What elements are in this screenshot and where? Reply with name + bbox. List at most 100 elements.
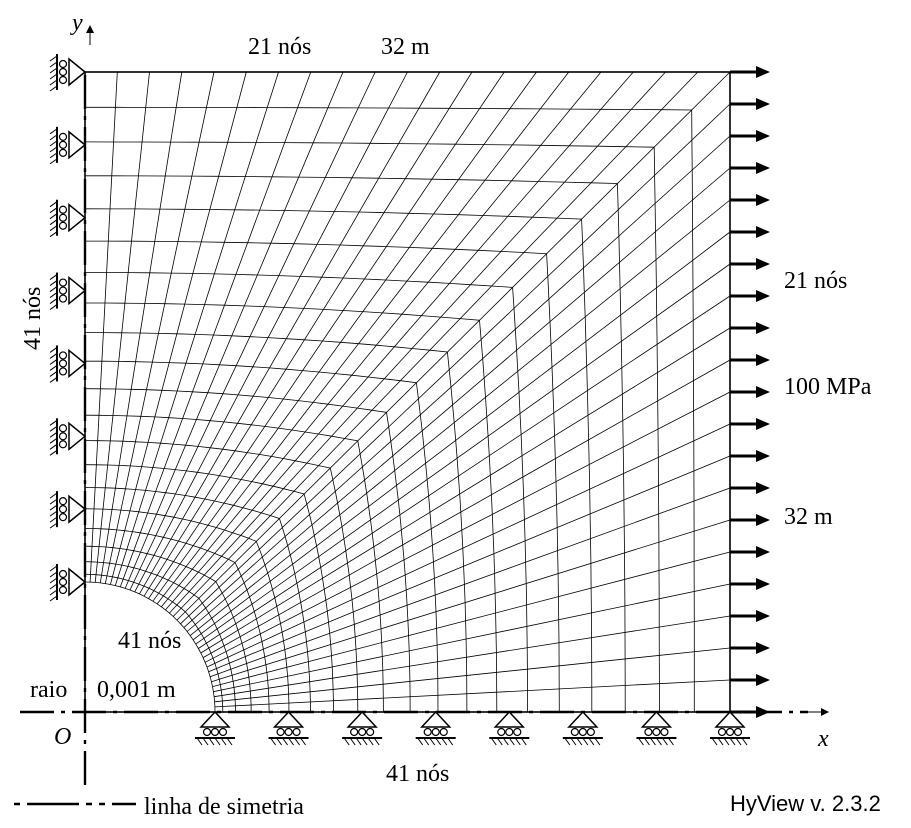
finite-element-mesh <box>84 71 731 713</box>
mesh-ring-line <box>84 581 216 713</box>
mesh-radial-line <box>206 423 731 668</box>
mesh-radial-line <box>124 71 344 589</box>
left-roller-support <box>49 345 87 383</box>
bottom-roller-support <box>710 710 750 746</box>
load-arrow <box>730 322 770 334</box>
mesh-radial-line <box>89 71 118 583</box>
mesh-radial-line <box>99 71 183 583</box>
mesh-radial-line <box>152 71 537 602</box>
mesh-ring-line <box>85 302 498 713</box>
mesh-ring-line <box>84 440 359 713</box>
load-arrow <box>730 258 770 270</box>
mesh-radial-line <box>172 71 699 617</box>
load-arrow <box>730 66 770 78</box>
right-load-label: 100 MPa <box>784 374 872 400</box>
mesh-ring-line <box>85 175 626 712</box>
mesh-radial-line <box>139 71 441 595</box>
top-nodes-label: 21 nós <box>248 34 311 60</box>
mesh-ring-line <box>85 106 695 712</box>
left-roller-support <box>49 491 87 529</box>
mesh-radial-line <box>104 71 215 584</box>
left-roller-support <box>49 418 87 456</box>
mesh-radial-line <box>94 71 150 583</box>
left-roller-support <box>49 126 87 165</box>
mesh-radial-line <box>209 487 731 678</box>
mesh-radial-line <box>213 583 731 693</box>
mesh-radial-line <box>189 199 731 636</box>
mesh-radial-line <box>186 167 731 632</box>
mesh-ring-line <box>85 332 468 713</box>
origin-label: O <box>54 724 71 750</box>
mesh-radial-line <box>180 103 731 625</box>
bottom-nodes-label: 41 nós <box>386 761 449 787</box>
mesh-radial-line <box>204 391 731 663</box>
mesh-ring-line <box>85 360 439 713</box>
bottom-roller-support <box>268 710 309 746</box>
load-arrow <box>730 514 770 526</box>
mesh-ring-line <box>84 508 290 712</box>
mesh-ring-line <box>85 272 528 713</box>
mesh-ring-line <box>84 545 252 713</box>
mesh-ring-line <box>84 561 236 713</box>
mesh-radial-line <box>214 679 731 708</box>
mesh-radial-line <box>176 71 731 621</box>
axis-y-label: y <box>70 10 83 36</box>
mesh-radial-line <box>114 71 279 586</box>
load-arrow <box>730 194 770 206</box>
mesh-ring-line <box>84 464 334 712</box>
mesh-radial-line <box>192 231 731 641</box>
bottom-roller-support <box>489 710 530 746</box>
mesh-radial-line <box>169 71 666 614</box>
mesh-radial-line <box>208 455 731 673</box>
mesh-radial-line <box>161 71 602 608</box>
mesh-ring-line <box>85 240 560 713</box>
load-arrow <box>730 610 770 622</box>
mesh-radial-line <box>195 263 731 645</box>
load-arrow <box>730 674 770 686</box>
mesh-ring-line <box>84 528 270 713</box>
mesh-ring-line <box>84 487 311 713</box>
load-arrow <box>730 546 770 558</box>
left-roller-support <box>49 199 87 238</box>
mesh-radial-line <box>143 71 473 597</box>
bottom-roller-support <box>415 710 456 746</box>
left-roller-support <box>49 564 87 602</box>
mesh-radial-line <box>200 327 731 654</box>
bottom-roller-support <box>636 710 677 746</box>
load-arrow <box>730 482 770 494</box>
radius-value: 0,001 m <box>97 677 176 703</box>
mesh-radial-line <box>110 71 247 585</box>
load-arrow <box>730 418 770 430</box>
mesh-radial-line <box>165 71 634 611</box>
mesh-ring-line <box>84 208 593 712</box>
bottom-roller-support <box>195 710 235 746</box>
mesh-ring-line <box>84 141 660 712</box>
load-arrow <box>730 642 770 654</box>
load-arrows <box>730 66 770 718</box>
legend-symmetry-text: linha de simetria <box>144 794 304 820</box>
hole-nodes-label: 41 nós <box>118 628 181 654</box>
mesh-ring-line <box>84 414 384 713</box>
load-arrow <box>730 578 770 590</box>
load-arrow <box>730 386 770 398</box>
mesh-radial-line <box>214 615 731 698</box>
load-arrow <box>730 226 770 238</box>
load-arrow <box>730 162 770 174</box>
mesh-ring-line <box>84 573 224 713</box>
mesh-radial-line <box>202 359 731 658</box>
mesh-radial-line <box>119 71 312 588</box>
load-arrow <box>730 706 770 718</box>
mesh-ring-line <box>84 388 411 712</box>
mesh-radial-line <box>198 295 731 649</box>
left-roller-support <box>49 272 87 310</box>
left-roller-supports <box>49 54 87 602</box>
bottom-roller-support <box>342 710 383 746</box>
mesh-radial-line <box>211 519 731 683</box>
radius-label: raio <box>30 677 67 703</box>
left-roller-support <box>49 54 87 92</box>
mesh-radial-line <box>214 647 731 703</box>
bottom-roller-supports <box>195 710 750 746</box>
mesh-radial-line <box>129 71 376 591</box>
top-length-label: 32 m <box>381 34 430 60</box>
